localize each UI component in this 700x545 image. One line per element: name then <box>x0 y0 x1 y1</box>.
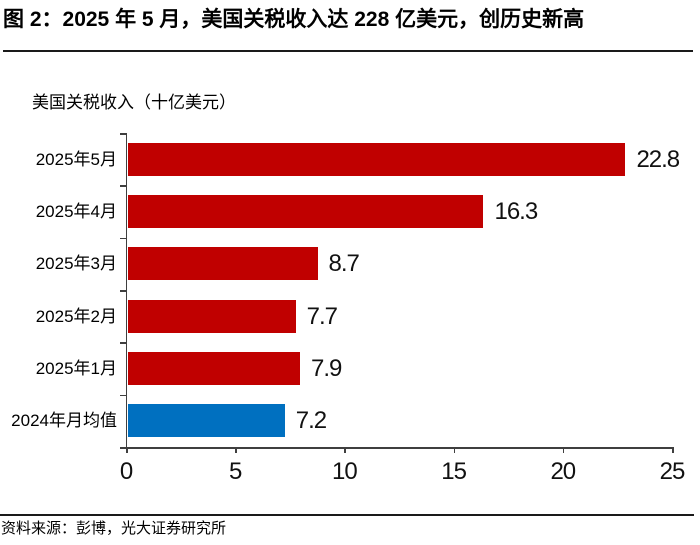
x-axis-line <box>125 447 674 449</box>
category-label: 2024年月均值 <box>11 411 117 431</box>
value-label: 16.3 <box>494 198 538 225</box>
category-label: 2025年4月 <box>35 202 117 221</box>
category-label: 2025年5月 <box>35 149 117 169</box>
category-label: 2025年1月 <box>35 359 117 378</box>
value-label: 8.7 <box>328 250 360 278</box>
x-tick-label: 20 <box>550 458 576 485</box>
x-tick <box>562 447 565 453</box>
category-label: 2025年3月 <box>35 254 117 274</box>
x-tick <box>126 447 128 453</box>
x-tick <box>344 447 346 453</box>
x-tick-label: 5 <box>229 458 242 485</box>
value-label: 22.8 <box>636 145 680 173</box>
y-tick <box>120 447 126 449</box>
x-tick-label: 10 <box>332 458 358 485</box>
x-tick <box>453 447 456 453</box>
bar <box>127 247 318 281</box>
value-label: 7.9 <box>311 355 342 382</box>
source-divider <box>0 514 694 516</box>
y-tick <box>120 185 126 187</box>
bar <box>127 404 285 438</box>
y-tick <box>120 237 126 240</box>
x-tick-label: 0 <box>119 458 133 485</box>
y-tick <box>120 133 126 135</box>
value-label: 7.2 <box>295 407 327 435</box>
x-tick-label: 25 <box>659 458 686 485</box>
x-tick-label: 15 <box>441 458 467 485</box>
chart-title: 美国关税收入（十亿美元） <box>32 93 236 112</box>
category-label: 2025年2月 <box>35 306 117 326</box>
figure-title: 图 2：2025 年 5 月，美国关税收入达 228 亿美元，创历史新高 <box>3 8 585 31</box>
bar <box>127 299 296 333</box>
source-note: 资料来源：彭博，光大证券研究所 <box>1 520 227 537</box>
title-divider <box>3 50 693 52</box>
x-tick <box>672 447 674 453</box>
bar <box>127 195 484 228</box>
x-tick <box>235 447 237 453</box>
bar <box>127 352 301 385</box>
y-axis-line <box>125 133 127 449</box>
value-label: 7.7 <box>306 302 338 330</box>
y-tick <box>120 394 126 397</box>
y-tick <box>120 342 126 344</box>
bar <box>127 142 626 176</box>
y-tick <box>120 290 126 292</box>
